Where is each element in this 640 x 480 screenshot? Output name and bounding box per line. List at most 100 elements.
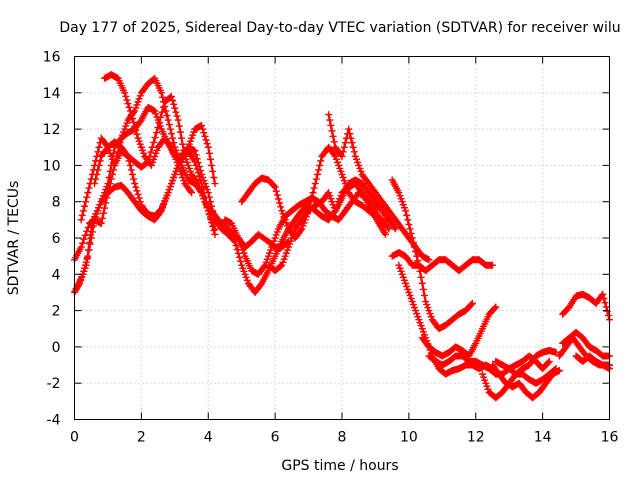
data-point xyxy=(274,195,282,203)
series-pass-12 xyxy=(388,176,476,333)
data-point xyxy=(122,92,130,100)
x-axis-label: GPS time / hours xyxy=(281,458,398,474)
x-tick-label: 0 xyxy=(70,430,79,446)
data-point xyxy=(381,230,389,238)
x-tick-label: 10 xyxy=(400,430,418,446)
data-point xyxy=(200,129,208,137)
data-point xyxy=(121,89,129,97)
data-point xyxy=(201,132,209,140)
data-point xyxy=(404,216,412,224)
data-point xyxy=(604,311,612,319)
data-point xyxy=(174,116,182,124)
data-point xyxy=(161,102,169,110)
data-point xyxy=(136,118,144,126)
data-point xyxy=(175,122,183,130)
data-point xyxy=(211,180,219,188)
data-point xyxy=(544,359,552,367)
data-point xyxy=(413,252,421,260)
data-point xyxy=(94,148,102,156)
series-line xyxy=(397,264,494,376)
data-point xyxy=(136,198,144,206)
data-point xyxy=(92,175,100,183)
data-point xyxy=(327,121,335,129)
data-point xyxy=(188,189,196,197)
data-point xyxy=(84,252,92,260)
data-point xyxy=(167,130,175,138)
data-point xyxy=(127,111,135,119)
series-pass-20 xyxy=(559,290,613,324)
data-point xyxy=(124,152,132,160)
data-point xyxy=(601,299,609,307)
data-point xyxy=(235,253,243,261)
data-point xyxy=(330,151,338,159)
chart-title: Day 177 of 2025, Sidereal Day-to-day VTE… xyxy=(59,20,620,36)
data-point xyxy=(202,198,210,206)
x-tick-label: 6 xyxy=(271,430,280,446)
data-point xyxy=(77,243,85,251)
data-point xyxy=(156,206,164,214)
data-point xyxy=(195,172,203,180)
data-point xyxy=(94,166,102,174)
data-point xyxy=(89,222,97,230)
data-point xyxy=(172,108,180,116)
data-point xyxy=(412,248,420,256)
data-point xyxy=(339,148,347,156)
data-point xyxy=(125,103,133,111)
data-point xyxy=(165,121,173,129)
data-point xyxy=(203,140,211,148)
data-point xyxy=(206,155,214,163)
data-point xyxy=(84,189,92,197)
y-tick-label: 2 xyxy=(52,304,61,320)
data-point xyxy=(193,165,201,173)
data-point xyxy=(128,115,136,123)
data-point xyxy=(130,118,138,126)
y-tick-label: -4 xyxy=(47,413,61,429)
y-tick-label: 14 xyxy=(43,86,61,102)
data-point xyxy=(96,157,104,165)
x-tick-label: 14 xyxy=(534,430,552,446)
data-point xyxy=(348,139,356,147)
data-point xyxy=(85,184,93,192)
data-point xyxy=(330,138,338,146)
data-point xyxy=(178,134,185,142)
data-point xyxy=(170,100,178,108)
data-point xyxy=(160,98,168,106)
data-point xyxy=(600,295,608,302)
y-tick-label: 10 xyxy=(43,158,61,174)
data-point xyxy=(169,96,177,104)
data-point xyxy=(257,281,265,289)
data-point xyxy=(200,189,208,197)
data-point xyxy=(114,148,122,156)
data-point xyxy=(93,170,101,178)
data-point xyxy=(209,167,217,175)
series-pass-9 xyxy=(238,143,393,242)
data-point xyxy=(341,139,349,147)
data-point xyxy=(150,138,158,146)
data-point xyxy=(192,161,200,169)
data-point xyxy=(83,193,91,201)
data-point xyxy=(186,187,194,195)
data-point xyxy=(199,125,207,133)
data-point xyxy=(419,285,427,293)
data-point xyxy=(87,234,95,242)
data-point xyxy=(338,152,346,160)
data-point xyxy=(407,229,415,237)
data-point xyxy=(204,207,212,215)
y-tick-label: 12 xyxy=(43,122,61,138)
data-point xyxy=(167,92,175,100)
data-point xyxy=(297,226,305,234)
data-point xyxy=(545,357,553,365)
data-point xyxy=(159,93,167,101)
data-point xyxy=(97,219,105,227)
data-point xyxy=(147,148,155,156)
data-point xyxy=(309,189,317,197)
data-point xyxy=(104,180,112,188)
data-point xyxy=(403,211,411,219)
x-tick-label: 8 xyxy=(338,430,347,446)
y-tick-label: 8 xyxy=(52,195,61,211)
data-point xyxy=(106,167,114,175)
data-point xyxy=(166,142,174,150)
data-point xyxy=(350,148,358,156)
data-point xyxy=(417,273,425,281)
data-point xyxy=(151,134,159,142)
